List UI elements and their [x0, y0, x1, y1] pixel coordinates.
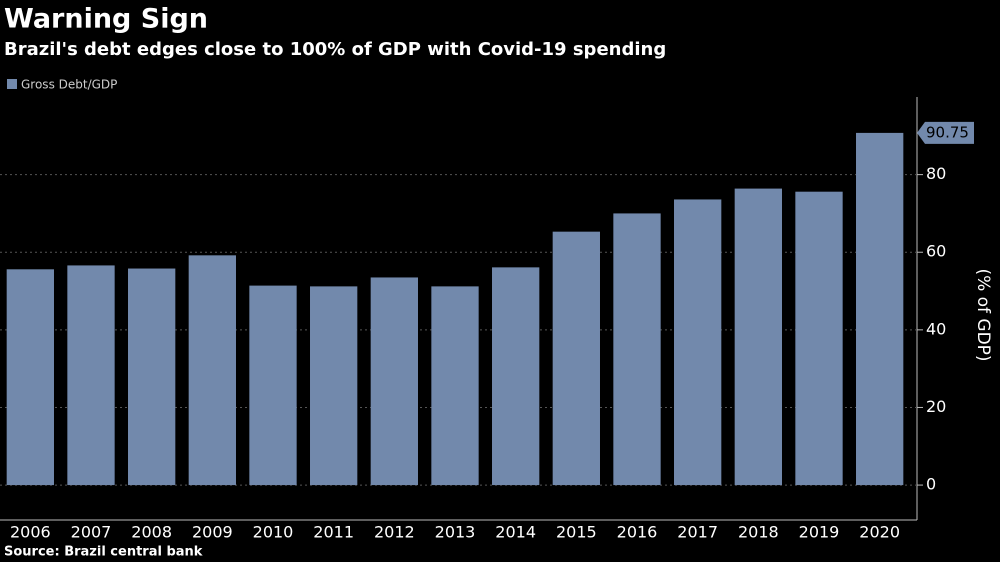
bar	[856, 132, 904, 486]
bar	[188, 255, 236, 486]
bar	[431, 286, 479, 486]
bar	[674, 199, 722, 486]
bar	[310, 286, 358, 486]
x-tick-label: 2018	[738, 523, 779, 542]
x-tick-label: 2011	[313, 523, 354, 542]
bar	[6, 269, 54, 486]
value-label-box	[917, 121, 974, 144]
x-tick-label: 2017	[677, 523, 718, 542]
x-tick-label: 2010	[253, 523, 294, 542]
chart-title: Warning Sign	[4, 4, 208, 35]
bar	[370, 277, 418, 486]
value-label: 90.75	[926, 123, 969, 141]
x-tick-label: 2012	[374, 523, 415, 542]
x-tick-label: 2006	[10, 523, 51, 542]
legend-label: Gross Debt/GDP	[21, 78, 117, 92]
x-tick-label: 2015	[556, 523, 597, 542]
chart-subtitle: Brazil's debt edges close to 100% of GDP…	[4, 39, 666, 60]
x-tick-label: 2008	[131, 523, 172, 542]
bar	[128, 268, 176, 486]
x-tick-label: 2013	[435, 523, 476, 542]
y-tick-label: 0	[926, 475, 936, 494]
source: Source: Brazil central bank	[4, 545, 203, 560]
bar	[734, 188, 782, 486]
x-tick-label: 2009	[192, 523, 233, 542]
y-tick-label: 80	[926, 164, 946, 183]
y-axis-label: (% of GDP)	[973, 268, 993, 361]
bar	[613, 213, 661, 486]
legend-swatch	[7, 79, 17, 89]
bar	[492, 267, 540, 486]
bar	[552, 231, 600, 486]
bar	[249, 285, 297, 486]
y-tick-label: 60	[926, 242, 946, 261]
y-tick-label: 20	[926, 397, 946, 416]
bar	[67, 265, 115, 486]
y-tick-label: 40	[926, 319, 946, 338]
bar	[795, 191, 843, 486]
x-tick-label: 2020	[859, 523, 900, 542]
x-tick-label: 2019	[799, 523, 840, 542]
x-tick-label: 2016	[617, 523, 658, 542]
x-tick-label: 2014	[495, 523, 536, 542]
x-tick-label: 2007	[71, 523, 112, 542]
